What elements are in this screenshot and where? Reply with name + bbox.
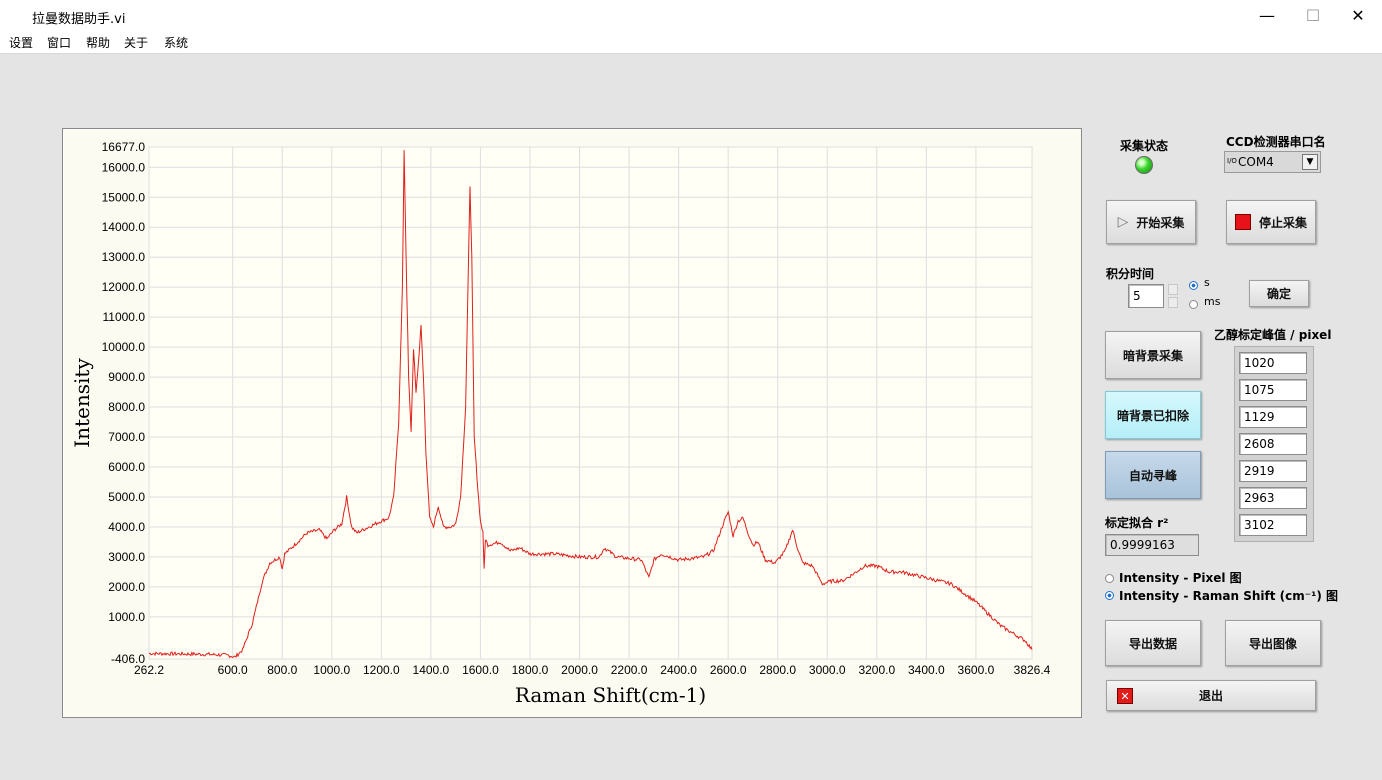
x-tick-label: 2400.0 [660, 663, 697, 677]
fit-r2-value: 0.9999163 [1105, 534, 1199, 556]
y-tick-label: 8000.0 [108, 400, 145, 414]
y-tick-label: 4000.0 [108, 520, 145, 534]
fit-r2-label: 标定拟合 r² [1105, 516, 1169, 530]
integration-label: 积分时间 [1106, 267, 1155, 281]
ccd-label: CCD检测器串口名 [1226, 135, 1326, 149]
raman-mode-radio[interactable] [1105, 591, 1114, 600]
stop-acquisition-button[interactable]: 停止采集 [1226, 200, 1316, 244]
unit-ms-radio[interactable] [1189, 300, 1198, 309]
unit-s-label: s [1204, 276, 1210, 289]
exit-label: 退出 [1198, 689, 1223, 703]
menu-about[interactable]: 关于 [124, 36, 149, 50]
auto-peak-button[interactable]: 自动寻峰 [1105, 451, 1201, 499]
menu-help[interactable]: 帮助 [86, 36, 111, 50]
menu-window[interactable]: 窗口 [47, 36, 72, 50]
raman-mode-label: Intensity - Raman Shift (cm⁻¹) 图 [1119, 589, 1339, 603]
ethanol-peak-field[interactable]: 3102 [1239, 514, 1307, 536]
status-led-icon [1135, 156, 1153, 174]
y-tick-label: 10000.0 [102, 340, 146, 354]
spectrum-line [148, 150, 1033, 659]
integration-input[interactable]: 5 [1128, 284, 1164, 308]
x-tick-label: 262.2 [134, 663, 164, 677]
x-tick-label: 3000.0 [809, 663, 846, 677]
x-tick-label: 1600.0 [462, 663, 499, 677]
y-tick-label: 14000.0 [102, 220, 146, 234]
unit-s-radio[interactable] [1189, 281, 1198, 290]
y-tick-label: 15000.0 [102, 190, 146, 204]
y-tick-label: 9000.0 [108, 370, 145, 384]
stop-acquisition-label: 停止采集 [1258, 215, 1307, 230]
menu-system[interactable]: 系统 [164, 36, 189, 50]
confirm-button[interactable]: 确定 [1249, 280, 1309, 307]
x-tick-label: 1400.0 [413, 663, 450, 677]
x-tick-label: 2800.0 [759, 663, 796, 677]
start-acquisition-label: 开始采集 [1136, 215, 1185, 230]
y-tick-label: 13000.0 [102, 250, 146, 264]
x-tick-label: 3826.4 [1014, 663, 1051, 677]
x-axis-label: Raman Shift(cm-1) [515, 683, 706, 707]
status-label: 采集状态 [1120, 139, 1169, 153]
y-tick-label: 2000.0 [108, 580, 145, 594]
plot-area [148, 146, 1033, 660]
x-tick-label: 1800.0 [512, 663, 549, 677]
y-tick-label: 16000.0 [102, 160, 146, 174]
menu-bar: 设置 窗口 帮助 关于 系统 [0, 32, 1382, 54]
y-tick-label: 12000.0 [102, 280, 146, 294]
x-tick-label: 3600.0 [958, 663, 995, 677]
chevron-down-icon[interactable]: ▼ [1302, 154, 1318, 170]
close-icon: ✕ [1117, 688, 1133, 704]
decrement-icon[interactable] [1168, 297, 1178, 308]
y-tick-label: 1000.0 [108, 610, 145, 624]
x-tick-label: 1200.0 [363, 663, 400, 677]
ethanol-peaks-label: 乙醇标定峰值 / pixel [1214, 328, 1332, 342]
y-axis-label: Intensity [70, 358, 94, 448]
menu-settings[interactable]: 设置 [9, 36, 34, 50]
y-tick-label: 11000.0 [103, 310, 146, 324]
ccd-port-value: COM4 [1238, 155, 1274, 169]
x-tick-label: 800.0 [267, 663, 297, 677]
window-title: 拉曼数据助手.vi [32, 12, 126, 27]
ethanol-peak-field[interactable]: 1129 [1239, 406, 1307, 428]
ethanol-peak-field[interactable]: 2608 [1239, 433, 1307, 455]
x-tick-label: 2600.0 [710, 663, 747, 677]
ethanol-peak-field[interactable]: 2919 [1239, 460, 1307, 482]
stop-icon [1234, 214, 1251, 230]
x-tick-label: 3200.0 [858, 663, 895, 677]
ethanol-peak-field[interactable]: 1075 [1239, 379, 1307, 401]
dark-removed-button[interactable]: 暗背景已扣除 [1105, 391, 1201, 439]
start-acquisition-button[interactable]: ▷ 开始采集 [1106, 200, 1196, 244]
play-icon: ▷ [1117, 214, 1129, 230]
minimize-button[interactable]: — [1259, 6, 1275, 25]
spectrum-graph[interactable]: 262.2 600.0 800.0 1000.0 1200.0 1400.0 1600.0 1… [62, 128, 1082, 718]
ethanol-peak-field[interactable]: 1020 [1239, 352, 1307, 374]
x-tick-label: 2200.0 [611, 663, 648, 677]
dark-collect-button[interactable]: 暗背景采集 [1105, 331, 1201, 379]
close-button[interactable]: ✕ [1351, 6, 1365, 25]
ethanol-peak-field[interactable]: 2963 [1239, 487, 1307, 509]
export-data-button[interactable]: 导出数据 [1105, 620, 1201, 666]
y-tick-label: 3000.0 [108, 550, 145, 564]
x-tick-label: 3400.0 [908, 663, 945, 677]
x-tick-label: 2000.0 [561, 663, 598, 677]
pixel-mode-label: Intensity - Pixel 图 [1119, 571, 1242, 585]
x-tick-label: 1000.0 [313, 663, 350, 677]
y-tick-label: -406.0 [111, 652, 145, 666]
io-icon: I/O [1227, 157, 1237, 165]
title-bar: 拉曼数据助手.vi — ☐ ✕ [0, 0, 1382, 32]
unit-ms-label: ms [1204, 295, 1221, 308]
y-tick-label: 7000.0 [108, 430, 145, 444]
maximize-button[interactable]: ☐ [1305, 6, 1321, 25]
y-tick-label: 5000.0 [108, 490, 145, 504]
increment-icon[interactable] [1168, 284, 1178, 295]
x-tick-label: 600.0 [218, 663, 248, 677]
pixel-mode-radio[interactable] [1105, 574, 1114, 583]
spectrum-plot: 262.2 600.0 800.0 1000.0 1200.0 1400.0 1600.0 1… [70, 140, 1051, 707]
ccd-port-select[interactable]: I/O COM4 ▼ [1224, 151, 1321, 173]
export-image-button[interactable]: 导出图像 [1225, 620, 1321, 666]
exit-button[interactable]: ✕ 退出 [1106, 680, 1316, 711]
y-tick-label: 16677.0 [102, 140, 146, 154]
y-tick-label: 6000.0 [108, 460, 145, 474]
